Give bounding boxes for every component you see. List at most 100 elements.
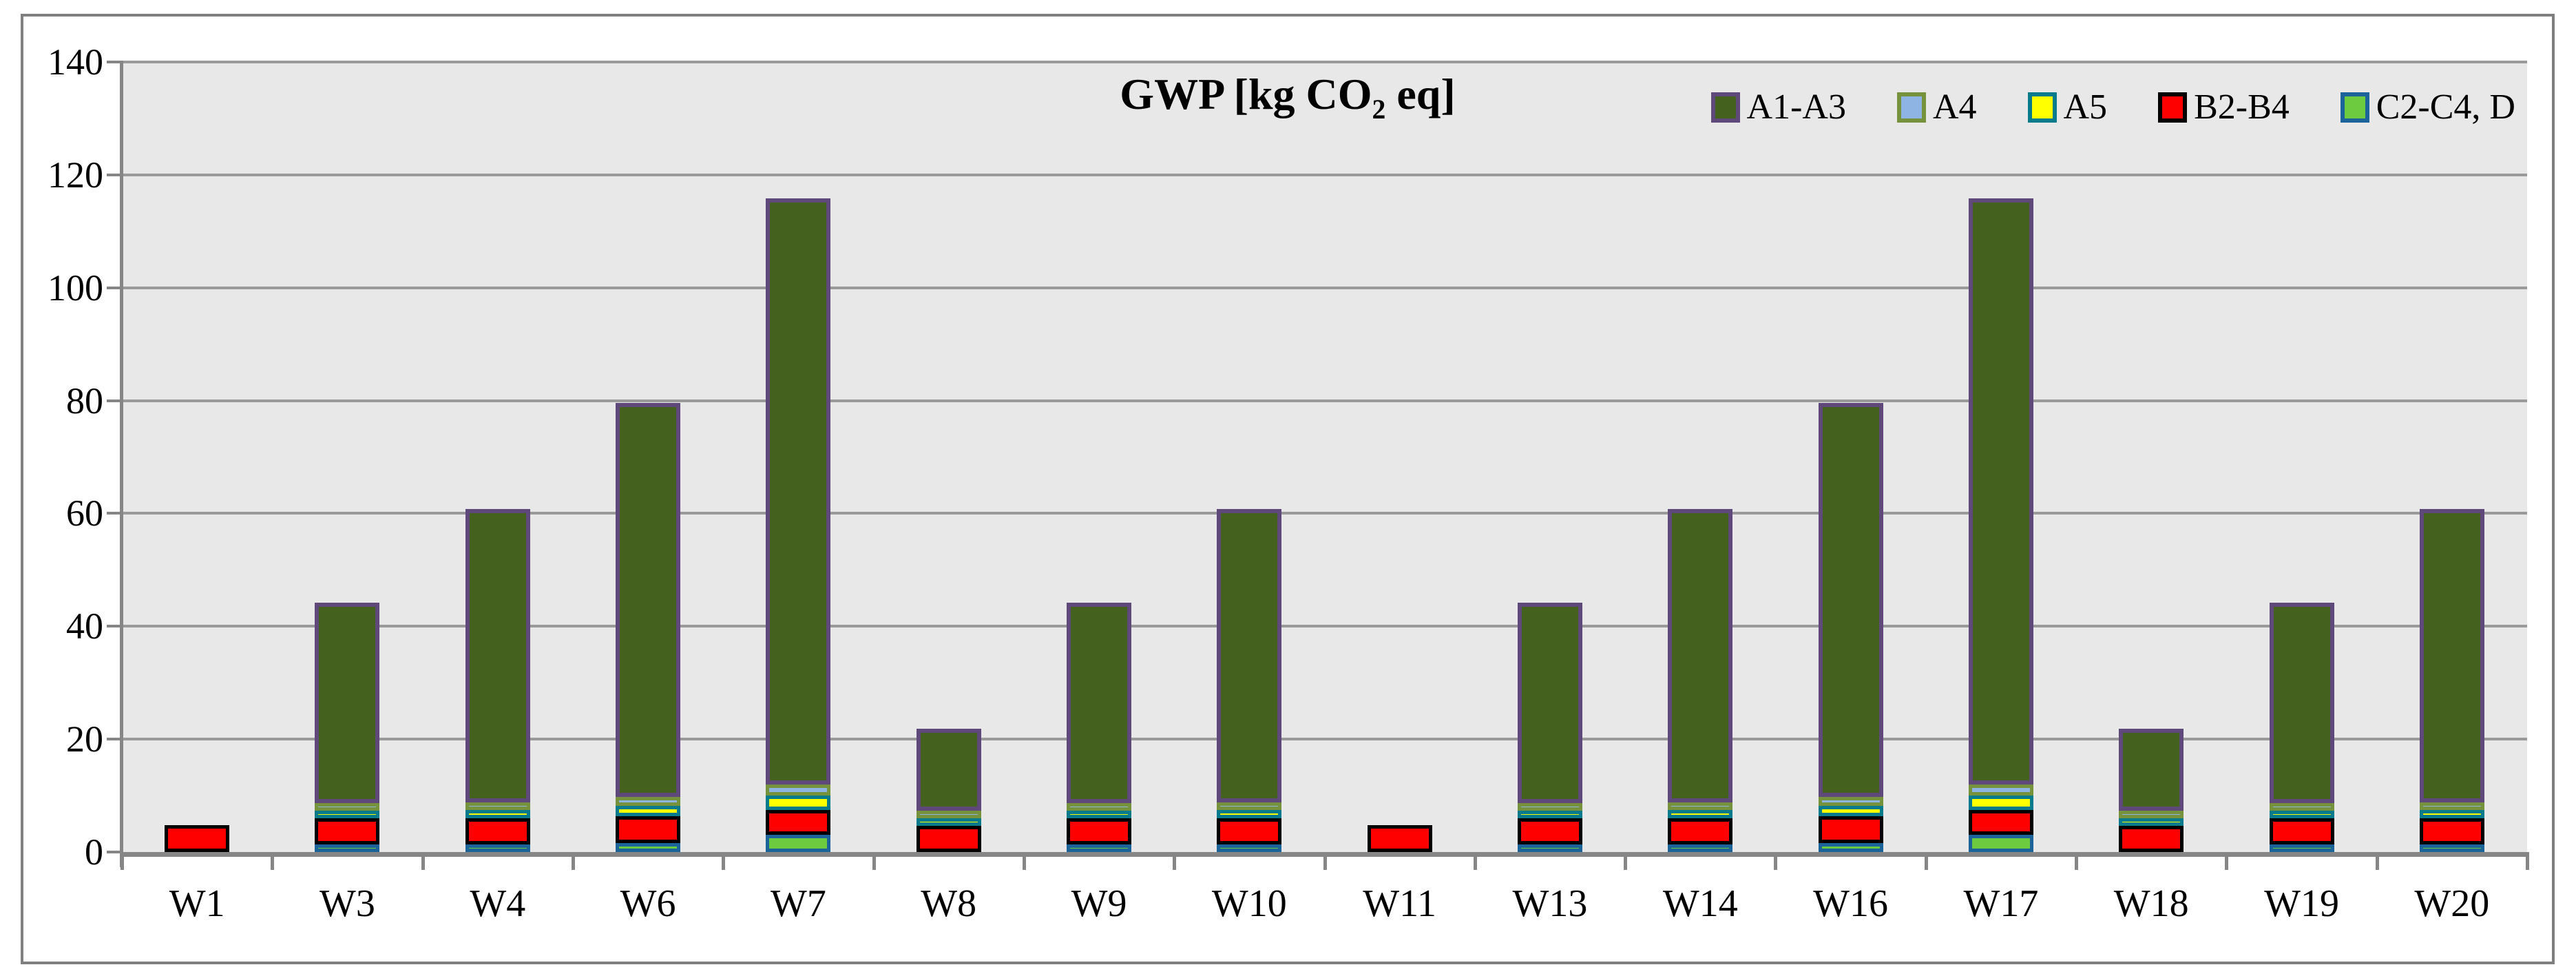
bar-segment-W13 — [1517, 818, 1582, 844]
bar-segment-W6 — [616, 805, 681, 817]
bar-segment-W20 — [2419, 809, 2484, 818]
legend-item-a4: A4 — [1896, 87, 1977, 127]
bar-segment-W7 — [766, 796, 831, 810]
bar-segment-W3 — [315, 818, 380, 844]
gridline — [122, 738, 2527, 741]
legend-marker — [2340, 92, 2369, 123]
x-axis-tick — [1924, 852, 1928, 870]
gridline — [122, 399, 2527, 402]
bar-segment-W19 — [2269, 811, 2334, 819]
y-axis-tick — [107, 851, 122, 853]
y-axis-tick — [107, 61, 122, 63]
bar-segment-W6 — [616, 402, 681, 797]
bar-segment-W16 — [1818, 402, 1883, 797]
x-axis-label-W10: W10 — [1211, 882, 1287, 925]
x-axis-tick — [271, 852, 275, 870]
y-axis-tick — [107, 173, 122, 176]
bar-segment-W4 — [465, 802, 530, 810]
bar-segment-W10 — [1217, 802, 1282, 810]
x-axis-tick — [2075, 852, 2079, 870]
x-axis-tick — [2375, 852, 2379, 870]
x-axis-label-W4: W4 — [470, 882, 526, 925]
bar-segment-W14 — [1668, 802, 1733, 810]
bar-segment-W4 — [465, 809, 530, 818]
bar-segment-W17 — [1968, 809, 2033, 835]
bar-segment-W19 — [2269, 844, 2334, 852]
bar-segment-W8 — [916, 826, 981, 852]
gridline — [122, 625, 2527, 628]
bar-segment-W20 — [2419, 802, 2484, 810]
bar-segment-W4 — [465, 844, 530, 852]
bar-segment-W8 — [916, 811, 981, 819]
bar-segment-W13 — [1517, 811, 1582, 819]
y-axis-tick — [107, 286, 122, 289]
bar-segment-W10 — [1217, 509, 1282, 802]
legend: A1-A3 A4 A5 B2-B4 C2-C4, D — [1710, 87, 2515, 127]
legend-item-a5: A5 — [2027, 87, 2107, 127]
x-axis-line — [122, 852, 2527, 857]
x-axis-label-W1: W1 — [169, 882, 225, 925]
legend-marker — [2158, 92, 2188, 123]
legend-item-c2-c4-d: C2-C4, D — [2340, 87, 2515, 127]
x-axis-tick — [1473, 852, 1477, 870]
y-axis-tick — [107, 738, 122, 741]
x-axis-tick — [872, 852, 876, 870]
bar-segment-W14 — [1668, 844, 1733, 852]
bar-segment-W1 — [165, 824, 230, 852]
bar-segment-W8 — [916, 728, 981, 811]
bar-segment-W9 — [1067, 818, 1132, 844]
y-axis-label: 120 — [48, 154, 103, 196]
x-axis-tick — [1022, 852, 1026, 870]
x-axis-tick — [1774, 852, 1778, 870]
y-axis-line — [120, 61, 123, 867]
bar-segment-W20 — [2419, 844, 2484, 852]
x-axis-tick — [722, 852, 726, 870]
bar-segment-W19 — [2269, 803, 2334, 811]
gridline — [122, 173, 2527, 176]
bar-segment-W14 — [1668, 818, 1733, 844]
x-axis-label-W20: W20 — [2414, 882, 2490, 925]
y-axis-label: 0 — [85, 831, 103, 873]
bar-segment-W16 — [1818, 816, 1883, 843]
x-axis-label-W18: W18 — [2113, 882, 2189, 925]
bar-segment-W4 — [465, 509, 530, 802]
x-axis-tick — [1323, 852, 1327, 870]
y-axis-label: 100 — [48, 267, 103, 309]
bar-segment-W7 — [766, 835, 831, 852]
bar-segment-W18 — [2119, 811, 2184, 819]
bar-segment-W20 — [2419, 509, 2484, 802]
x-axis-label-W14: W14 — [1662, 882, 1738, 925]
bar-segment-W3 — [315, 803, 380, 811]
bar-segment-W6 — [616, 816, 681, 843]
bar-segment-W8 — [916, 818, 981, 827]
bar-segment-W6 — [616, 796, 681, 806]
legend-label: C2-C4, D — [2376, 87, 2515, 127]
gridline — [122, 61, 2527, 63]
chart-title-tail: eq] — [1385, 70, 1456, 118]
legend-label: B2-B4 — [2194, 87, 2290, 127]
bar-segment-W18 — [2119, 818, 2184, 827]
bar-segment-W11 — [1367, 824, 1432, 852]
y-axis-label: 60 — [66, 492, 103, 534]
bar-segment-W16 — [1818, 805, 1883, 817]
legend-label: A4 — [1932, 87, 1977, 127]
bar-segment-W13 — [1517, 844, 1582, 852]
bar-segment-W17 — [1968, 198, 2033, 785]
y-axis-tick — [107, 625, 122, 628]
x-axis-tick — [2526, 852, 2529, 870]
y-axis-label: 20 — [66, 718, 103, 760]
bar-segment-W17 — [1968, 796, 2033, 810]
bar-segment-W16 — [1818, 796, 1883, 806]
legend-marker — [1710, 92, 1740, 123]
x-axis-label-W6: W6 — [620, 882, 676, 925]
legend-label: A1-A3 — [1746, 87, 1846, 127]
x-axis-label-W11: W11 — [1363, 882, 1437, 925]
x-axis-label-W13: W13 — [1512, 882, 1588, 925]
bar-segment-W13 — [1517, 603, 1582, 804]
bar-segment-W17 — [1968, 835, 2033, 852]
bar-segment-W9 — [1067, 811, 1132, 819]
x-axis-tick — [1173, 852, 1177, 870]
bar-segment-W9 — [1067, 603, 1132, 804]
legend-item-a1-a3: A1-A3 — [1710, 87, 1846, 127]
bar-segment-W19 — [2269, 818, 2334, 844]
